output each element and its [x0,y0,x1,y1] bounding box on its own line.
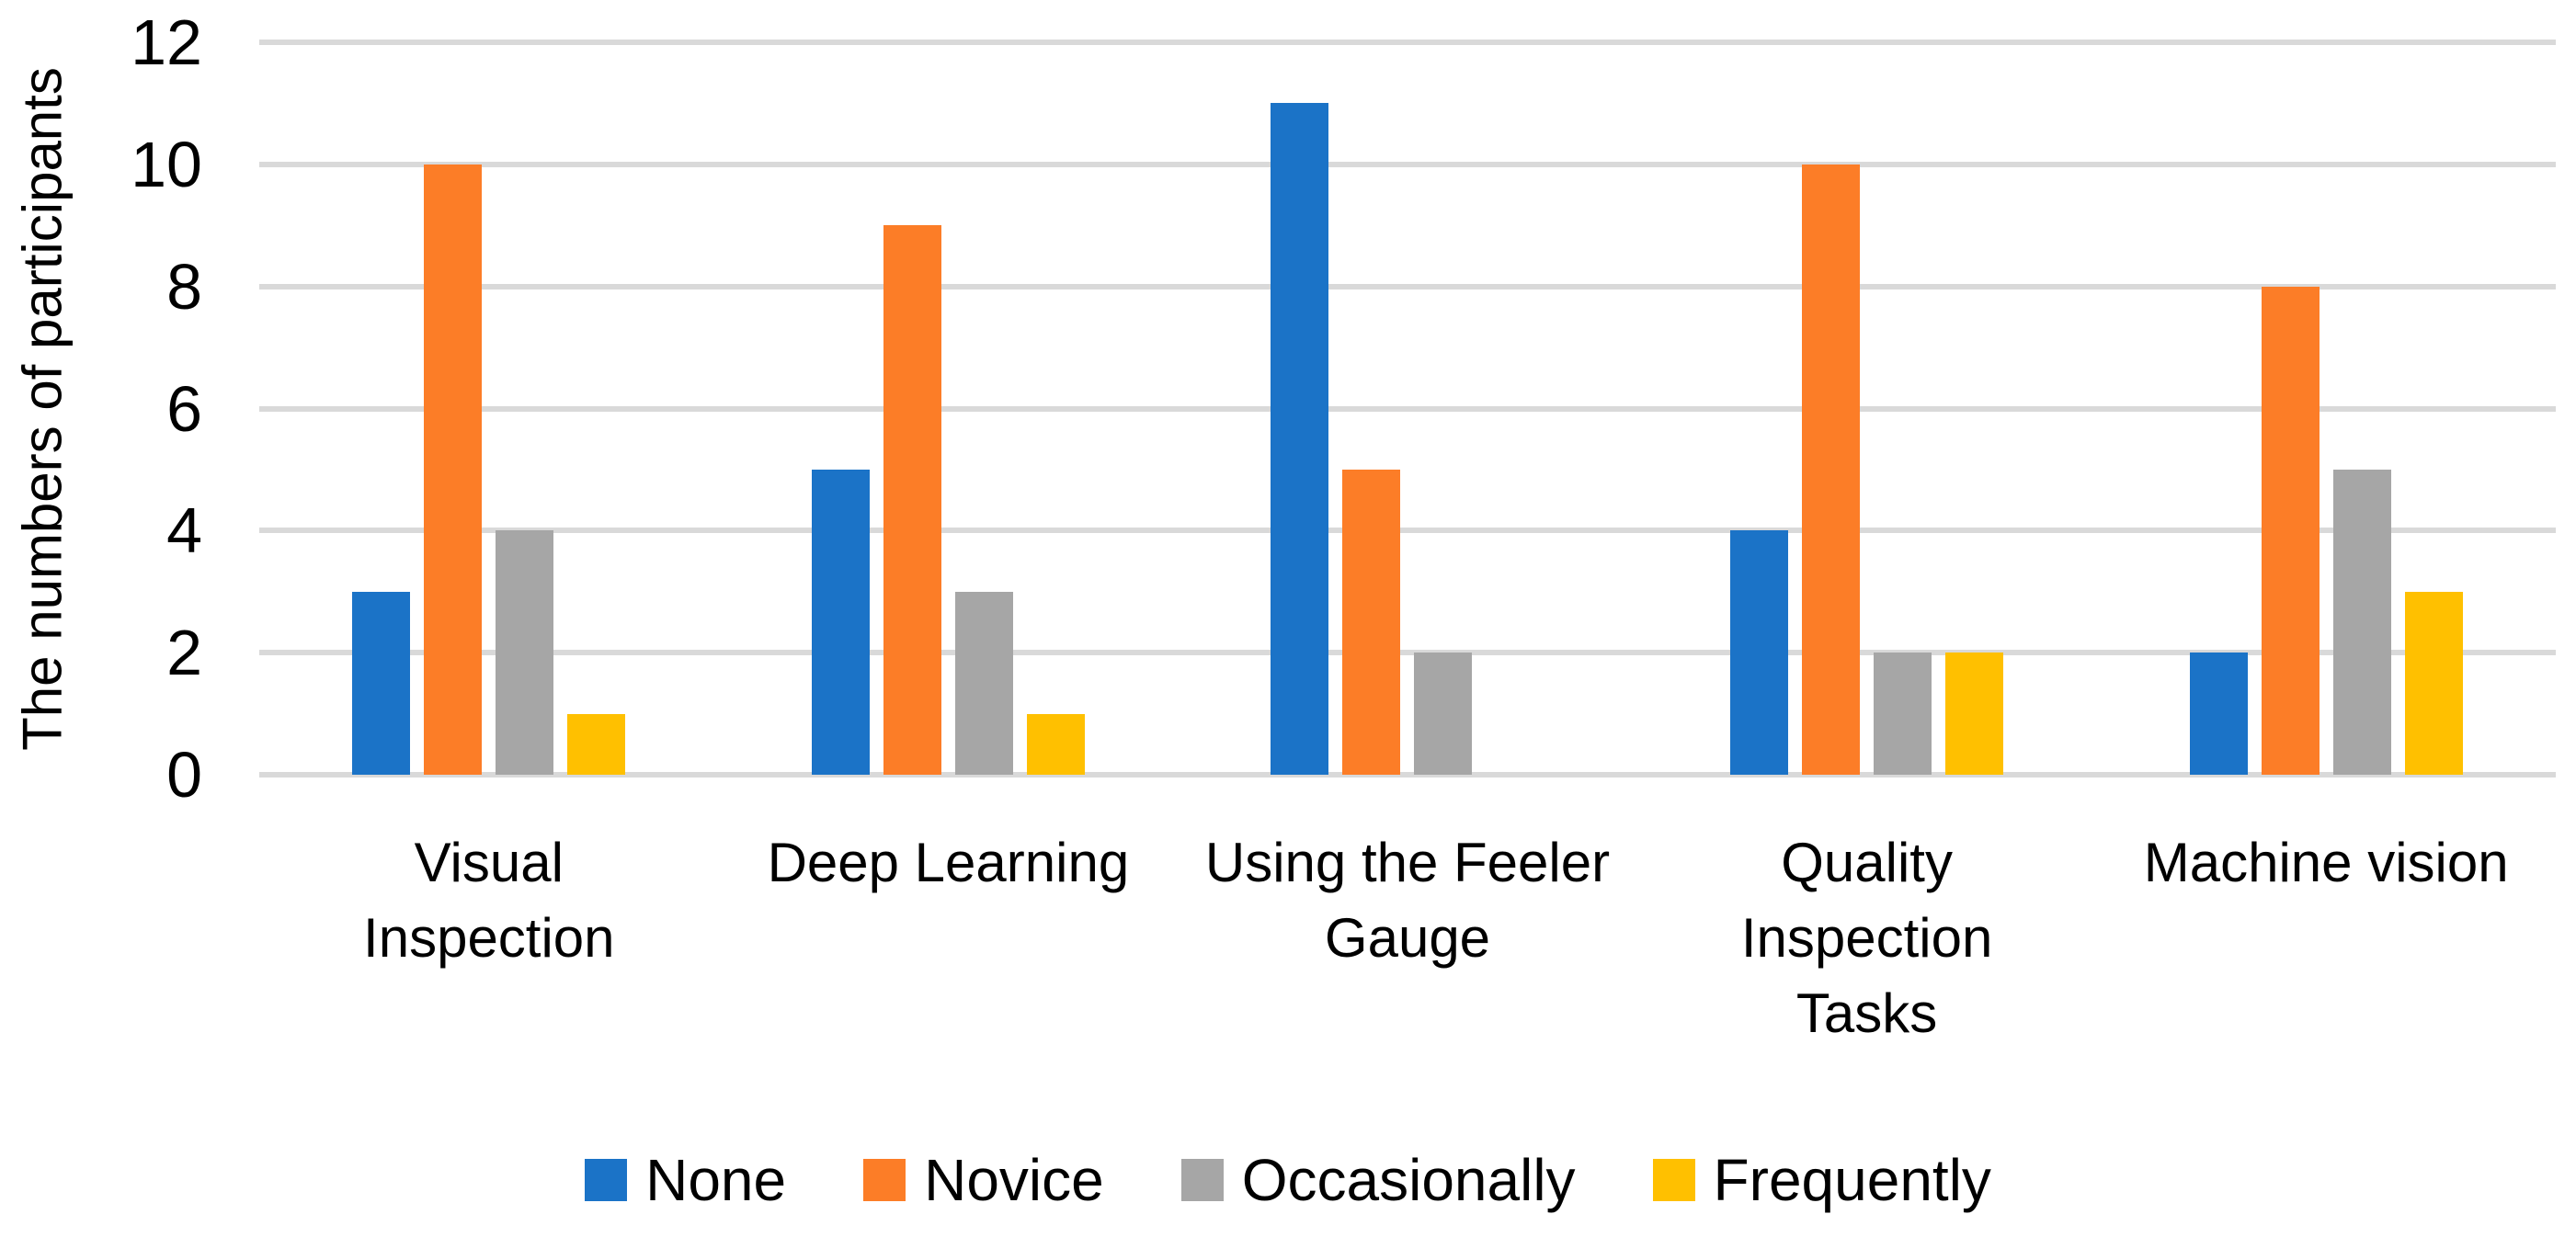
bar-group-machine-vision [2096,42,2556,775]
legend-swatch-icon [585,1159,628,1201]
bar-novice-deep-learning [883,225,941,775]
y-axis-tick-labels: 0 2 4 6 8 10 12 [85,10,202,807]
bar-group-using-the-feeler-gauge [1178,42,1637,775]
x-axis-category-labels: Visual Inspection Deep Learning Using the F… [259,825,2556,1051]
bar-group-quality-inspection-tasks [1637,42,2097,775]
category-label: Deep Learning [767,832,1130,893]
bar-group-deep-learning [719,42,1179,775]
legend-label: Frequently [1713,1147,1991,1213]
legend-item-occasionally: Occasionally [1180,1147,1576,1213]
bar-none-machine-vision [2189,653,2248,775]
legend-item-none: None [585,1151,786,1209]
gridline [259,772,2556,777]
bar-frequently-deep-learning [1026,713,1085,775]
bar-novice-machine-vision [2261,286,2320,775]
y-tick-label: 8 [166,250,202,323]
category-label: Visual Inspection [363,832,615,969]
gridline [259,405,2556,412]
bar-none-deep-learning [811,469,870,775]
bar-none-using-the-feeler-gauge [1271,103,1329,775]
bar-novice-quality-inspection-tasks [1802,164,1861,775]
bar-occasionally-visual-inspection [496,530,554,775]
y-tick-label: 4 [166,494,202,567]
y-tick-label: 10 [131,128,202,200]
gridline [259,528,2556,534]
bar-groups [259,42,2556,775]
y-tick-label: 12 [131,6,202,78]
legend-swatch-icon [1180,1159,1224,1201]
bar-novice-visual-inspection [424,164,483,775]
category-label: Quality Inspection Tasks [1740,832,1993,1044]
legend-swatch-icon [1652,1159,1695,1201]
legend-label: None [645,1147,787,1213]
y-tick-label: 2 [166,617,202,689]
bar-occasionally-quality-inspection-tasks [1874,653,1932,775]
bar-frequently-quality-inspection-tasks [1945,653,2004,775]
legend: None Novice Occasionally Frequently [0,1151,2576,1209]
gridline [259,283,2556,289]
gridline [259,161,2556,167]
legend-item-novice: Novice [863,1151,1104,1209]
bar-none-visual-inspection [352,591,411,775]
y-axis-title-text: The numbers of participants [11,66,74,751]
bar-group-visual-inspection [259,42,719,775]
legend-label: Occasionally [1241,1147,1576,1213]
legend-label: Novice [924,1147,1104,1213]
legend-item-frequently: Frequently [1652,1147,1991,1213]
y-axis-title: The numbers of participants [0,42,85,775]
category-label: Using the Feeler Gauge [1204,832,1611,969]
plot-area [259,40,2556,777]
bar-occasionally-using-the-feeler-gauge [1414,653,1473,775]
bar-frequently-visual-inspection [567,713,626,775]
bar-novice-using-the-feeler-gauge [1342,469,1401,775]
gridline [259,40,2556,45]
bar-occasionally-machine-vision [2332,469,2391,775]
y-tick-label: 6 [166,372,202,445]
bar-occasionally-deep-learning [954,591,1013,775]
legend-swatch-icon [863,1159,906,1201]
gridline [259,650,2556,656]
y-tick-label: 0 [166,739,202,811]
bar-frequently-machine-vision [2404,591,2463,775]
bar-none-quality-inspection-tasks [1730,530,1789,775]
category-label: Machine vision [2143,832,2509,893]
